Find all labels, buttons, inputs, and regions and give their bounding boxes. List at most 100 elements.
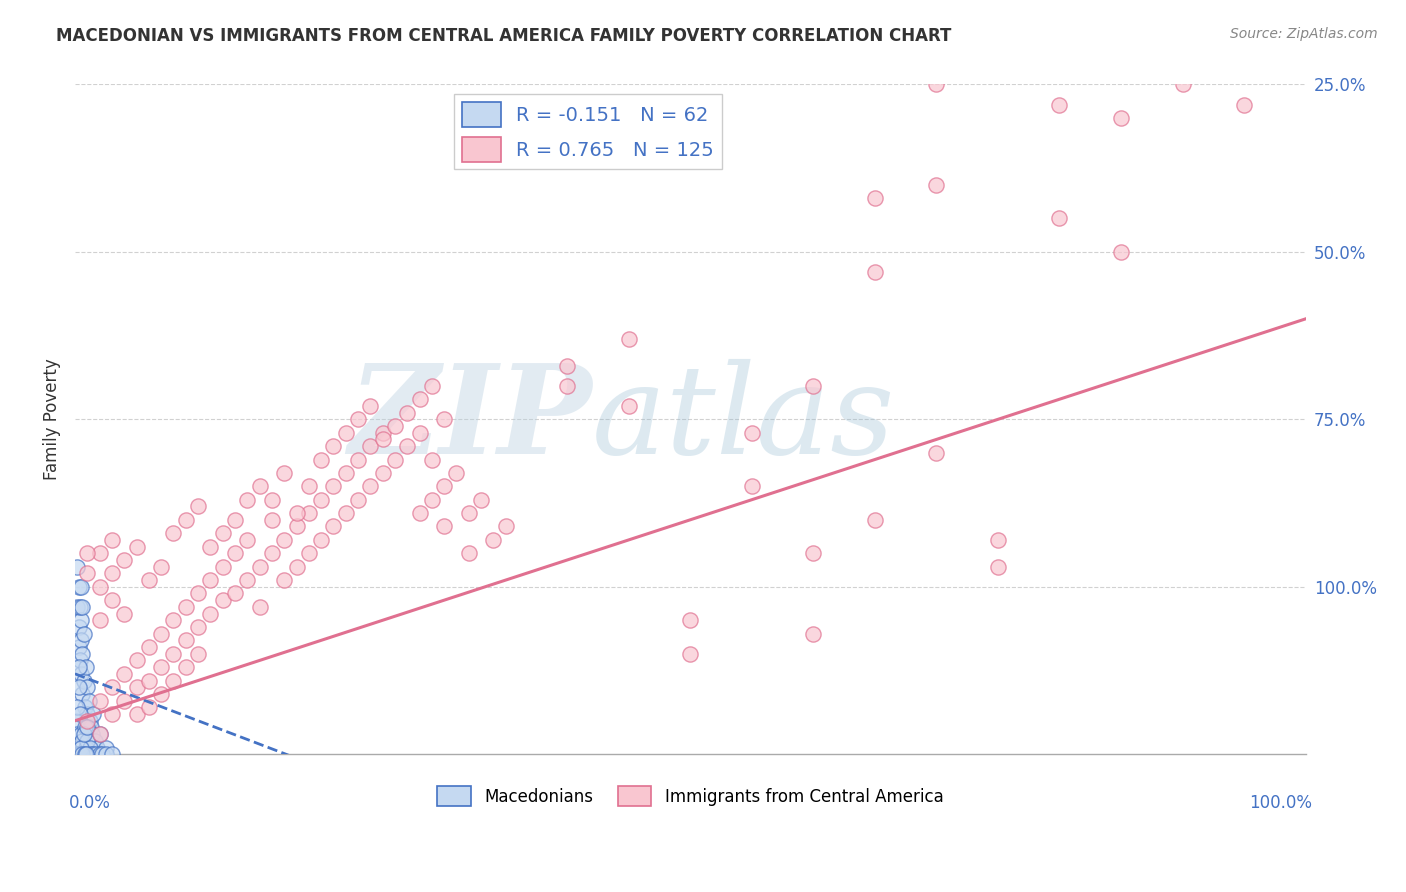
Point bbox=[174, 513, 197, 527]
Point bbox=[125, 653, 148, 667]
Point bbox=[1109, 244, 1132, 259]
Point bbox=[273, 573, 295, 587]
Point bbox=[112, 666, 135, 681]
Point bbox=[433, 519, 456, 533]
Point bbox=[162, 647, 184, 661]
Point bbox=[174, 660, 197, 674]
Point bbox=[69, 653, 91, 667]
Point bbox=[224, 513, 246, 527]
Point bbox=[298, 506, 321, 520]
Point bbox=[174, 599, 197, 614]
Point bbox=[125, 540, 148, 554]
Point bbox=[863, 191, 886, 205]
Point bbox=[446, 466, 468, 480]
Point bbox=[925, 446, 948, 460]
Legend: Macedonians, Immigrants from Central America: Macedonians, Immigrants from Central Ame… bbox=[430, 780, 950, 813]
Point bbox=[72, 687, 94, 701]
Point bbox=[70, 747, 93, 762]
Point bbox=[347, 492, 370, 507]
Point bbox=[70, 666, 93, 681]
Point bbox=[335, 466, 357, 480]
Point bbox=[76, 546, 98, 560]
Point bbox=[433, 479, 456, 493]
Point bbox=[76, 680, 98, 694]
Text: 0.0%: 0.0% bbox=[69, 795, 111, 813]
Point bbox=[359, 399, 381, 413]
Point bbox=[801, 546, 824, 560]
Point bbox=[75, 747, 97, 762]
Point bbox=[70, 613, 93, 627]
Point bbox=[67, 580, 90, 594]
Point bbox=[125, 680, 148, 694]
Point bbox=[84, 747, 107, 762]
Point bbox=[70, 727, 93, 741]
Point bbox=[309, 492, 332, 507]
Point bbox=[73, 720, 96, 734]
Point bbox=[555, 359, 578, 373]
Point bbox=[741, 425, 763, 440]
Point bbox=[347, 412, 370, 426]
Point bbox=[298, 479, 321, 493]
Point bbox=[67, 640, 90, 654]
Point bbox=[83, 734, 105, 748]
Point bbox=[679, 647, 702, 661]
Point bbox=[187, 620, 209, 634]
Point bbox=[67, 747, 90, 762]
Point bbox=[1049, 211, 1071, 226]
Point bbox=[617, 399, 640, 413]
Point bbox=[150, 687, 173, 701]
Point bbox=[82, 747, 104, 762]
Point bbox=[863, 265, 886, 279]
Point bbox=[76, 747, 98, 762]
Point bbox=[150, 626, 173, 640]
Point bbox=[76, 566, 98, 581]
Point bbox=[94, 747, 117, 762]
Point bbox=[69, 599, 91, 614]
Point bbox=[236, 573, 259, 587]
Point bbox=[420, 452, 443, 467]
Point bbox=[384, 419, 406, 434]
Point bbox=[66, 747, 89, 762]
Point bbox=[65, 714, 87, 728]
Point bbox=[66, 727, 89, 741]
Point bbox=[101, 747, 124, 762]
Point bbox=[1233, 97, 1256, 112]
Point bbox=[396, 406, 419, 420]
Point bbox=[94, 740, 117, 755]
Point bbox=[433, 412, 456, 426]
Point bbox=[89, 613, 111, 627]
Point bbox=[408, 425, 430, 440]
Point bbox=[457, 546, 479, 560]
Point bbox=[679, 613, 702, 627]
Point bbox=[73, 700, 96, 714]
Point bbox=[89, 727, 111, 741]
Point bbox=[138, 700, 160, 714]
Point bbox=[89, 546, 111, 560]
Point bbox=[174, 633, 197, 648]
Point bbox=[925, 78, 948, 92]
Point bbox=[79, 714, 101, 728]
Point bbox=[335, 506, 357, 520]
Point bbox=[801, 379, 824, 393]
Point bbox=[72, 747, 94, 762]
Point bbox=[285, 519, 308, 533]
Point bbox=[76, 720, 98, 734]
Point bbox=[420, 492, 443, 507]
Point bbox=[76, 714, 98, 728]
Point bbox=[162, 526, 184, 541]
Point bbox=[66, 700, 89, 714]
Point bbox=[371, 466, 394, 480]
Point bbox=[89, 727, 111, 741]
Point bbox=[162, 613, 184, 627]
Point bbox=[211, 593, 233, 607]
Text: ZIP: ZIP bbox=[349, 359, 592, 480]
Text: atlas: atlas bbox=[592, 359, 896, 480]
Point bbox=[249, 599, 271, 614]
Point bbox=[150, 559, 173, 574]
Point bbox=[73, 747, 96, 762]
Point bbox=[89, 580, 111, 594]
Point bbox=[322, 439, 344, 453]
Point bbox=[801, 626, 824, 640]
Point bbox=[70, 740, 93, 755]
Point bbox=[309, 452, 332, 467]
